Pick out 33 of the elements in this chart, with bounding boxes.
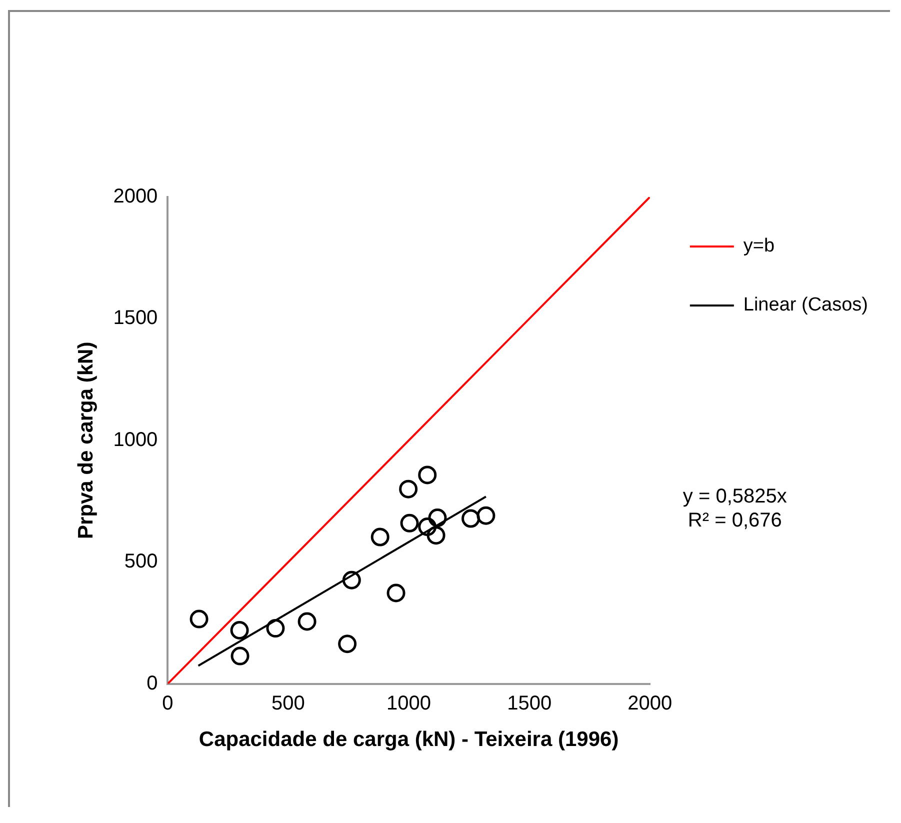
point bbox=[230, 621, 249, 640]
point bbox=[298, 612, 316, 631]
y-tick-label: 0 bbox=[146, 672, 158, 694]
point bbox=[476, 506, 496, 525]
point bbox=[400, 514, 419, 532]
text: y = 0,5825x bbox=[682, 486, 787, 508]
point bbox=[338, 634, 357, 654]
point bbox=[418, 518, 437, 536]
y-tick-label: 2000 bbox=[113, 186, 158, 208]
legend-label: y=b bbox=[743, 236, 775, 257]
text: R² = 0,676 bbox=[688, 510, 782, 532]
legend-label: Linear (Casos) bbox=[743, 294, 868, 316]
x-tick-label: 1000 bbox=[386, 692, 432, 714]
point bbox=[462, 509, 480, 528]
y-tick-label: 1500 bbox=[113, 307, 158, 330]
y-tick-label: 1000 bbox=[113, 428, 158, 451]
point bbox=[428, 508, 447, 528]
point bbox=[399, 480, 418, 498]
point bbox=[230, 646, 250, 666]
point bbox=[266, 619, 285, 638]
point bbox=[418, 466, 437, 484]
y-axis-title: Prpva de carga (kN) bbox=[74, 342, 98, 540]
x-axis-title: Capacidade de carga (kN) - Teixeira (1996) bbox=[198, 728, 619, 752]
point bbox=[426, 526, 446, 545]
x-tick-label: 2000 bbox=[628, 692, 672, 714]
x-tick-label: 0 bbox=[162, 692, 174, 714]
point bbox=[386, 584, 406, 602]
x-tick-label: 1500 bbox=[507, 692, 552, 714]
point bbox=[342, 570, 361, 590]
y-tick-label: 500 bbox=[124, 550, 158, 573]
x-tick-label: 500 bbox=[272, 692, 305, 714]
point bbox=[370, 528, 390, 546]
point bbox=[190, 610, 208, 628]
